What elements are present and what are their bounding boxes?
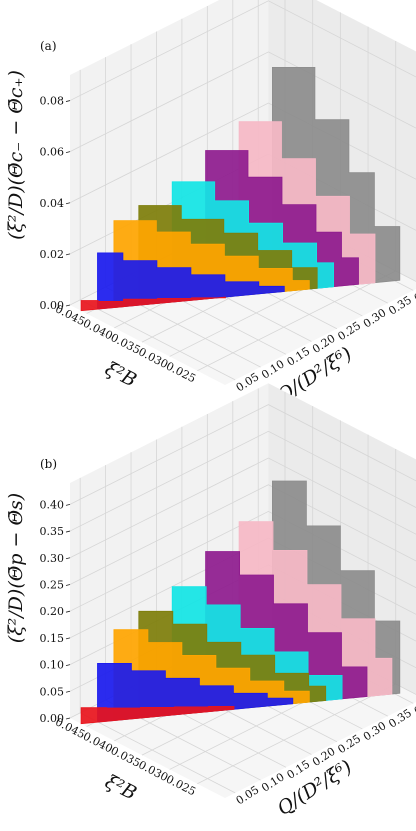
z-tick-mark	[65, 690, 71, 693]
panel-b: 0.000.050.100.150.200.250.300.350.400.04…	[5, 383, 416, 820]
z-gridline	[69, 51, 416, 153]
z-tick-mark	[65, 664, 71, 666]
z-gridline	[69, 510, 416, 612]
x-tick-label: 0.40	[412, 281, 416, 305]
z-tick-mark	[65, 717, 71, 720]
z-tick-label: 0.10	[40, 659, 65, 672]
panel-a: 0.000.020.040.060.080.0450.0400.0350.030…	[5, 0, 416, 407]
z-tick-mark	[65, 530, 71, 533]
series-ribbon-1	[80, 296, 226, 312]
z-tick-mark	[65, 557, 71, 560]
panel-label: (a)	[40, 39, 57, 53]
z-tick-mark	[65, 637, 71, 640]
z-tick-mark	[65, 253, 71, 256]
panel-label: (b)	[40, 457, 57, 471]
x-gridline	[79, 69, 236, 381]
z-tick-label: 0.00	[40, 299, 65, 312]
z-tick-label: 0.02	[40, 248, 65, 261]
z-tick-label: 0.40	[40, 498, 65, 511]
z-gridline	[69, 484, 416, 585]
z-tick-label: 0.25	[40, 578, 65, 591]
z-tick-mark	[65, 100, 71, 102]
z-tick-label: 0.04	[40, 197, 65, 210]
z-tick-label: 0.15	[40, 632, 65, 645]
z-tick-mark	[65, 151, 71, 154]
series-ribbon-1	[80, 706, 235, 725]
z-tick-label: 0.05	[40, 685, 65, 698]
z-gridline	[69, 430, 416, 532]
z-tick-label: 0.30	[40, 552, 65, 565]
z-gridline	[69, 102, 416, 204]
x-gridline	[79, 477, 236, 794]
z-tick-mark	[65, 584, 71, 586]
z-tick-mark	[65, 202, 71, 205]
z-tick-mark	[65, 503, 71, 506]
z-tick-label: 0.20	[40, 605, 65, 618]
x-tick-label: 0.40	[412, 694, 416, 718]
z-tick-label: 0.35	[40, 525, 65, 538]
z-tick-mark	[65, 304, 71, 307]
z-axis-label: (ξ²/D)(Θ̄c₋ − Θ̄c₊)	[5, 70, 27, 240]
y-axis-label: ξ²B	[101, 771, 140, 805]
z-axis-label: (ξ²/D)(Θ̄p − Θ̄s)	[5, 493, 27, 643]
z-tick-label: 0.00	[40, 712, 65, 725]
z-gridline	[69, 457, 416, 559]
z-tick-label: 0.06	[40, 146, 65, 159]
z-tick-mark	[65, 610, 71, 613]
y-axis-label: ξ²B	[101, 358, 140, 392]
z-gridline	[69, 0, 416, 101]
z-gridline	[69, 404, 416, 505]
z-tick-label: 0.08	[40, 95, 65, 108]
